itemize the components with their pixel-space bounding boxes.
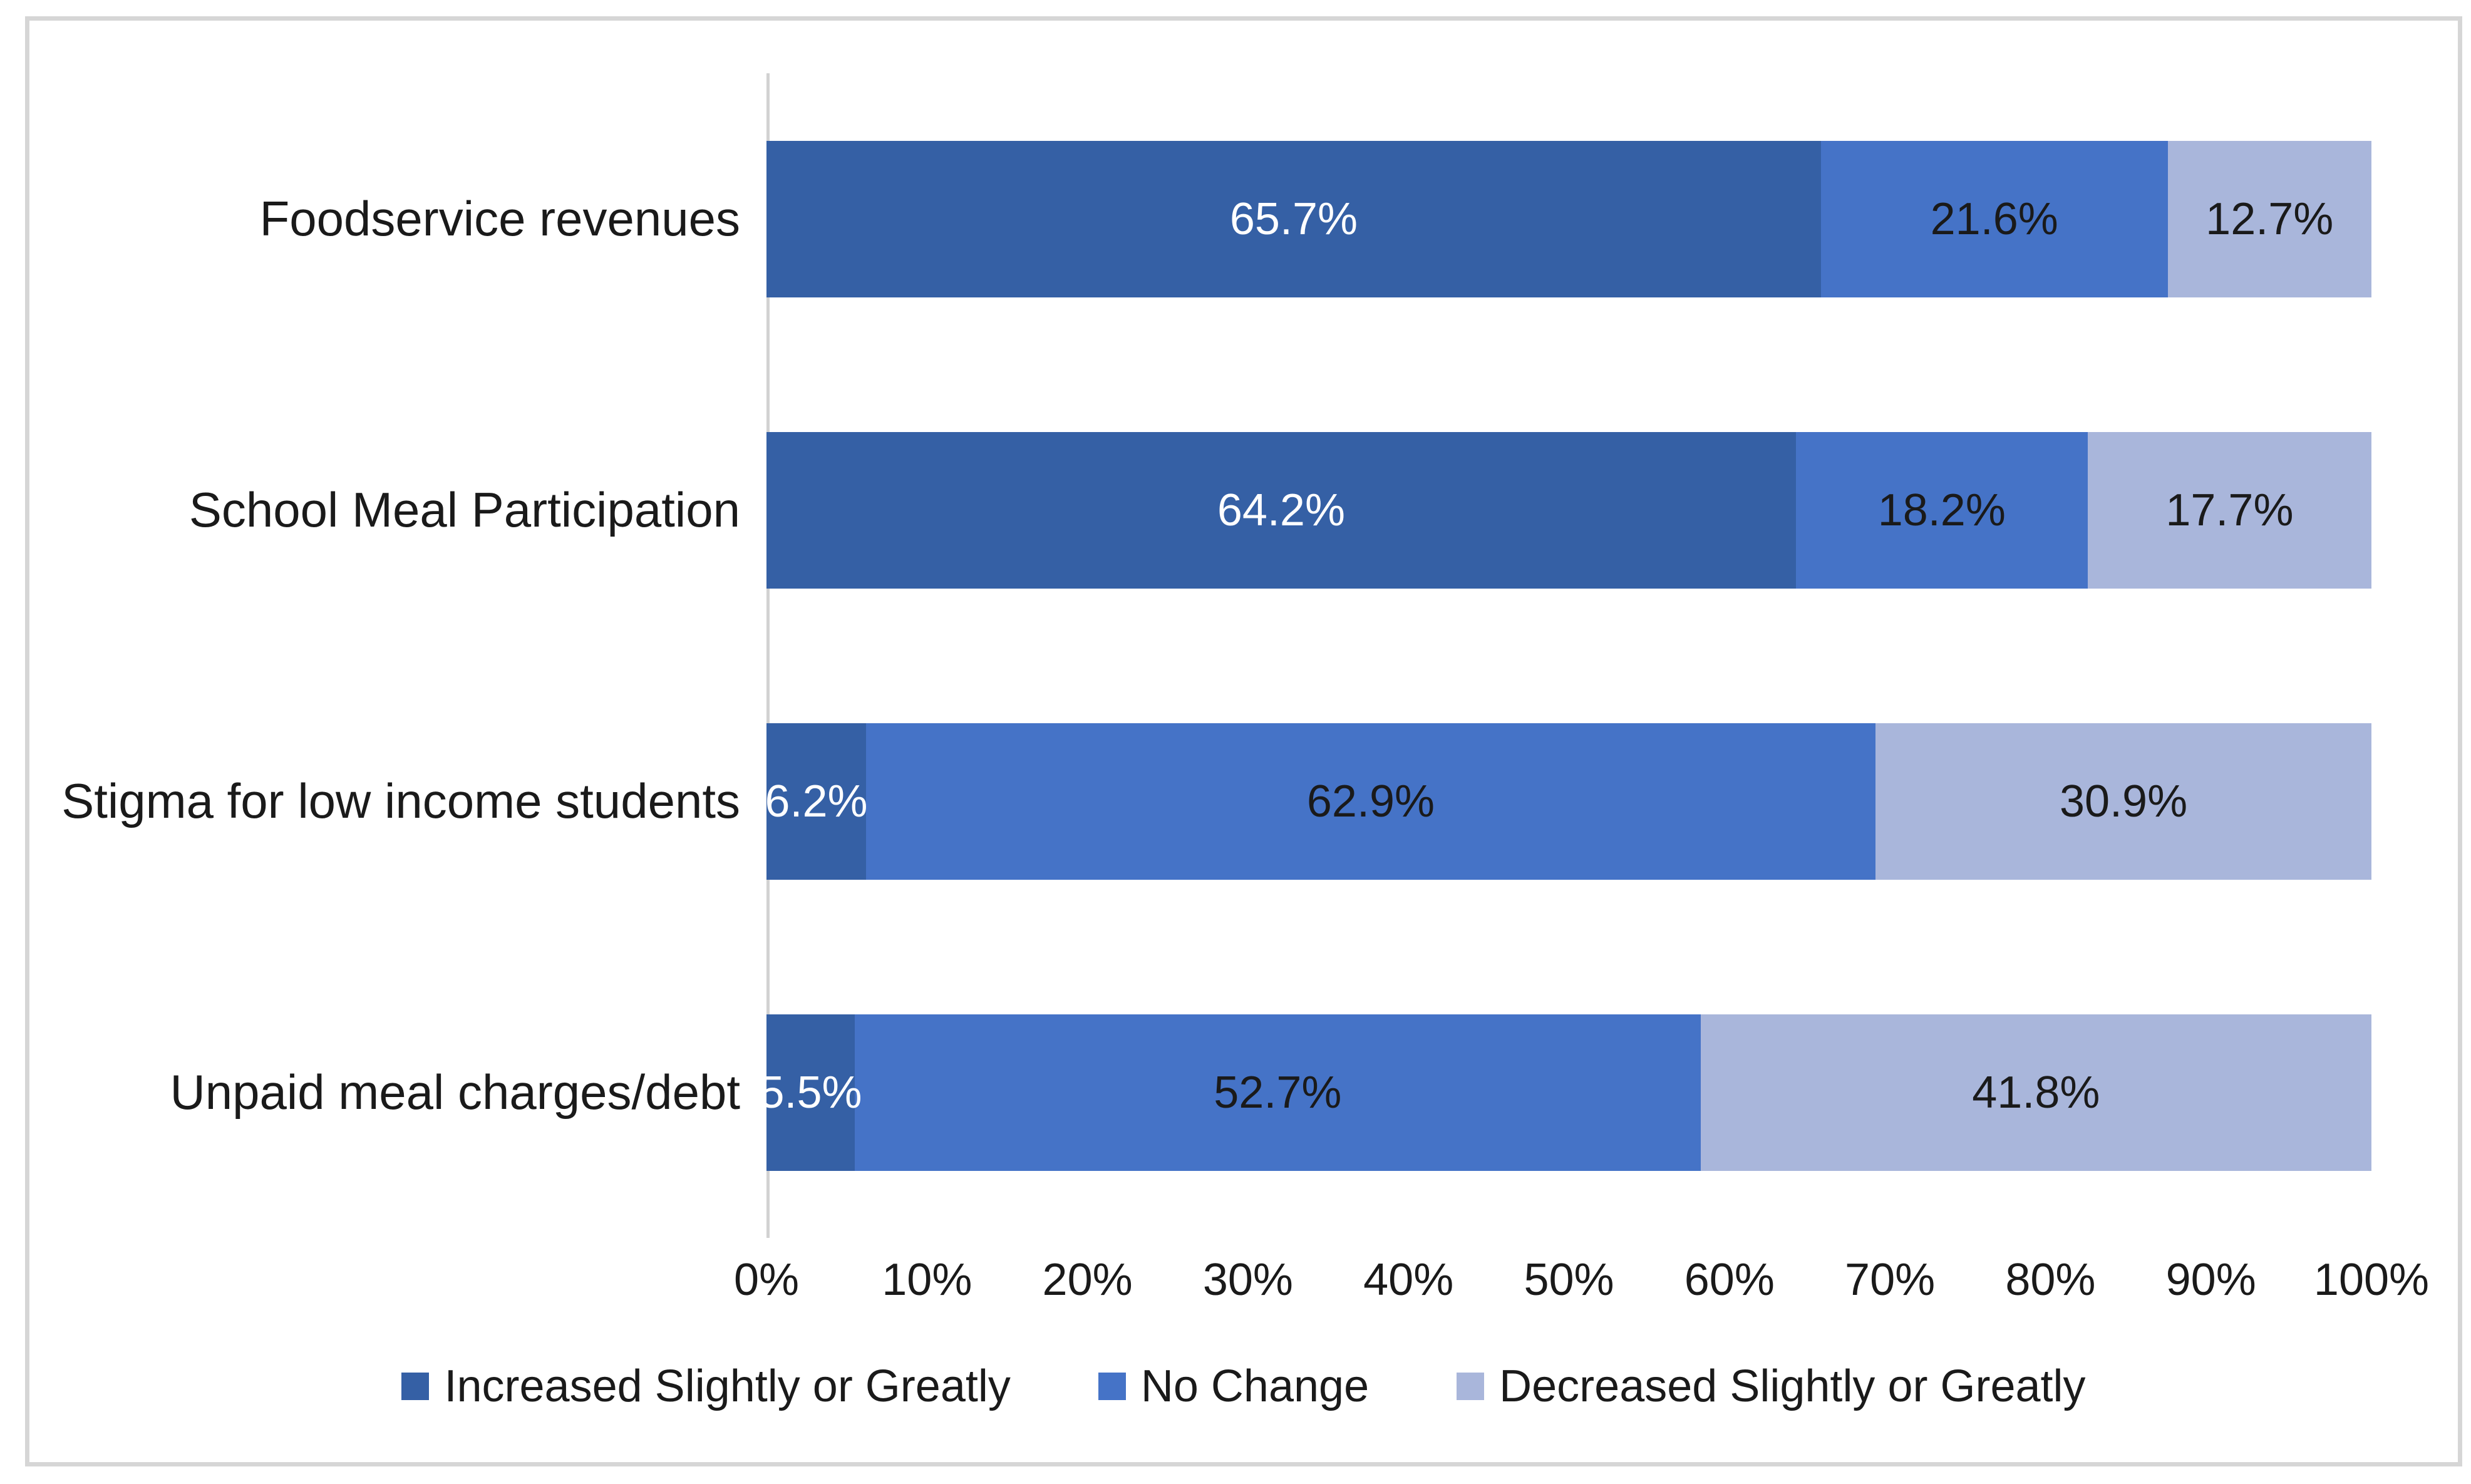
category-label: Stigma for low income students xyxy=(61,773,740,828)
data-label: 30.9% xyxy=(2059,776,2188,827)
data-label: 65.7% xyxy=(1229,193,1358,244)
x-axis-tick: 80% xyxy=(2005,1255,2096,1305)
bar-track: 65.7% 21.6% 12.7% xyxy=(766,140,2371,297)
data-label: 17.7% xyxy=(2165,485,2294,535)
stacked-bar-chart: Foodservice revenues 65.7% 21.6% 12.7% Schoo… xyxy=(29,21,2458,1462)
data-label: 6.2% xyxy=(765,776,868,827)
legend-swatch-icon xyxy=(1457,1373,1485,1400)
bar-segment-no-change: 52.7% xyxy=(854,1014,1701,1171)
legend-label: Decreased Slightly or Greatly xyxy=(1499,1361,2086,1411)
x-axis-tick: 20% xyxy=(1042,1255,1133,1305)
bar-track: 5.5% 52.7% 41.8% xyxy=(759,1014,2371,1171)
x-axis-tick: 10% xyxy=(882,1255,972,1305)
category-row-foodservice-revenues: Foodservice revenues 65.7% 21.6% 12.7% xyxy=(29,73,2458,364)
bar-segment-increased-slightly-or-greatly: 5.5% xyxy=(759,1014,862,1171)
data-label: 62.9% xyxy=(1306,776,1435,827)
y-axis-line xyxy=(766,73,770,1238)
category-row-unpaid-meal-charges-debt: Unpaid meal charges/debt 5.5% 52.7% 41.8% xyxy=(29,947,2458,1238)
bar-segment-increased-slightly-or-greatly: 6.2% xyxy=(765,723,868,880)
chart-frame: Foodservice revenues 65.7% 21.6% 12.7% Schoo… xyxy=(25,16,2462,1466)
category-row-stigma-for-low-income-students: Stigma for low income students 6.2% 62.9% 3… xyxy=(29,656,2458,947)
bar-segment-increased-slightly-or-greatly: 64.2% xyxy=(766,431,1796,589)
bar-rows: Foodservice revenues 65.7% 21.6% 12.7% Schoo… xyxy=(29,73,2458,1238)
category-label: Foodservice revenues xyxy=(259,190,740,246)
data-label: 64.2% xyxy=(1217,485,1345,535)
bar-segment-decreased-slightly-or-greatly: 12.7% xyxy=(2167,140,2371,297)
legend-swatch-icon xyxy=(1098,1373,1126,1400)
legend-label: No Change xyxy=(1140,1361,1370,1411)
legend: Increased Slightly or Greatly No Change De… xyxy=(29,1361,2458,1412)
x-axis-tick: 90% xyxy=(2165,1255,2256,1305)
legend-item-decreased-slightly-or-greatly: Decreased Slightly or Greatly xyxy=(1457,1361,2086,1412)
data-label: 52.7% xyxy=(1214,1067,1342,1118)
legend-swatch-icon xyxy=(401,1373,430,1400)
category-label: School Meal Participation xyxy=(188,482,740,537)
plot-area: Foodservice revenues 65.7% 21.6% 12.7% Schoo… xyxy=(29,73,2458,1238)
x-axis-tick: 60% xyxy=(1684,1255,1775,1305)
bar-segment-decreased-slightly-or-greatly: 17.7% xyxy=(2087,431,2371,589)
legend-item-no-change: No Change xyxy=(1098,1361,1369,1412)
x-axis: 0% 10% 20% 30% 40% 50% 60% 70% 80% 90% 100% xyxy=(734,1245,2429,1314)
bar-segment-no-change: 62.9% xyxy=(865,723,1876,880)
x-axis-tick: 0% xyxy=(733,1255,800,1305)
data-label: 41.8% xyxy=(1972,1067,2100,1118)
bar-track: 6.2% 62.9% 30.9% xyxy=(765,723,2371,880)
data-label: 5.5% xyxy=(759,1067,862,1118)
x-axis-tick: 100% xyxy=(2313,1255,2430,1305)
bar-segment-decreased-slightly-or-greatly: 30.9% xyxy=(1875,723,2371,880)
legend-item-increased-slightly-or-greatly: Increased Slightly or Greatly xyxy=(401,1361,1011,1412)
bar-segment-increased-slightly-or-greatly: 65.7% xyxy=(766,140,1821,297)
bar-track: 64.2% 18.2% 17.7% xyxy=(766,431,2371,589)
data-label: 18.2% xyxy=(1877,485,2006,535)
x-axis-tick: 50% xyxy=(1524,1255,1614,1305)
bar-segment-decreased-slightly-or-greatly: 41.8% xyxy=(1700,1014,2371,1171)
x-axis-tick: 70% xyxy=(1845,1255,1936,1305)
x-axis-tick: 30% xyxy=(1202,1255,1293,1305)
category-row-school-meal-participation: School Meal Participation 64.2% 18.2% 17.7% xyxy=(29,364,2458,656)
x-axis-tick: 40% xyxy=(1363,1255,1454,1305)
bar-segment-no-change: 21.6% xyxy=(1820,140,2168,297)
category-label: Unpaid meal charges/debt xyxy=(170,1064,740,1120)
data-label: 12.7% xyxy=(2205,193,2334,244)
data-label: 21.6% xyxy=(1930,193,2058,244)
legend-label: Increased Slightly or Greatly xyxy=(444,1361,1011,1411)
bar-segment-no-change: 18.2% xyxy=(1795,431,2088,589)
